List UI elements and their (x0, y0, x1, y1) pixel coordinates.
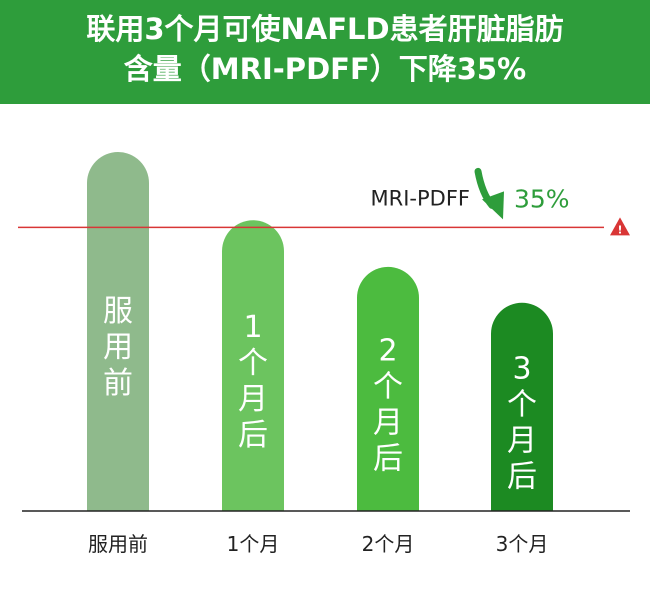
category-label: 服用前 (88, 532, 148, 556)
bar-label: 服用前 (103, 294, 133, 401)
annotation-label: MRI-PDFF (371, 186, 470, 210)
bar (357, 266, 419, 511)
bar (222, 220, 284, 511)
bar-label: 3 个月后 (507, 351, 537, 494)
category-label: 3个月 (496, 532, 549, 556)
bar (491, 302, 553, 511)
bar (87, 152, 149, 511)
down-arrow-head (482, 191, 504, 220)
bar-label: 1 个月后 (238, 310, 268, 453)
category-label: 1个月 (227, 532, 280, 556)
bar-label: 2 个月后 (373, 333, 403, 476)
title-line-2: 含量（MRI-PDFF）下降35% (123, 52, 527, 86)
chart-title: 联用3个月可使NAFLD患者肝脏脂肪 含量（MRI-PDFF）下降35% (0, 0, 650, 104)
title-line-1: 联用3个月可使NAFLD患者肝脏脂肪 (86, 12, 564, 46)
warning-icon (610, 217, 630, 236)
annotation-change: 35% (514, 184, 570, 213)
warning-icon-mark: ! (617, 223, 622, 236)
category-label: 2个月 (362, 532, 415, 556)
